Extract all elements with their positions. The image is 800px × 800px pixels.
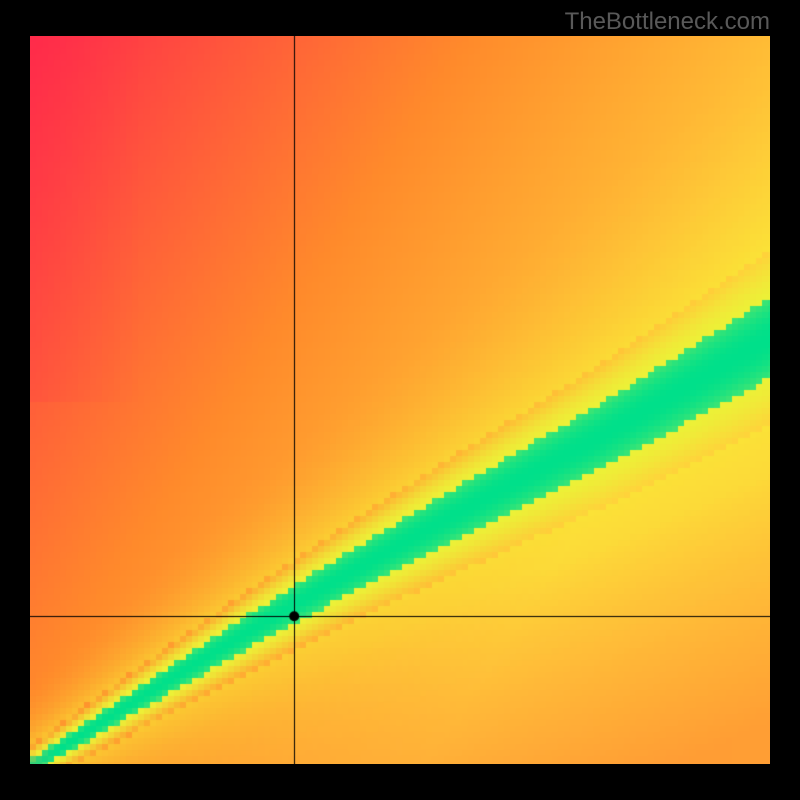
chart-container: TheBottleneck.com: [0, 0, 800, 800]
bottleneck-heatmap: [30, 36, 770, 764]
watermark-text: TheBottleneck.com: [565, 8, 770, 36]
